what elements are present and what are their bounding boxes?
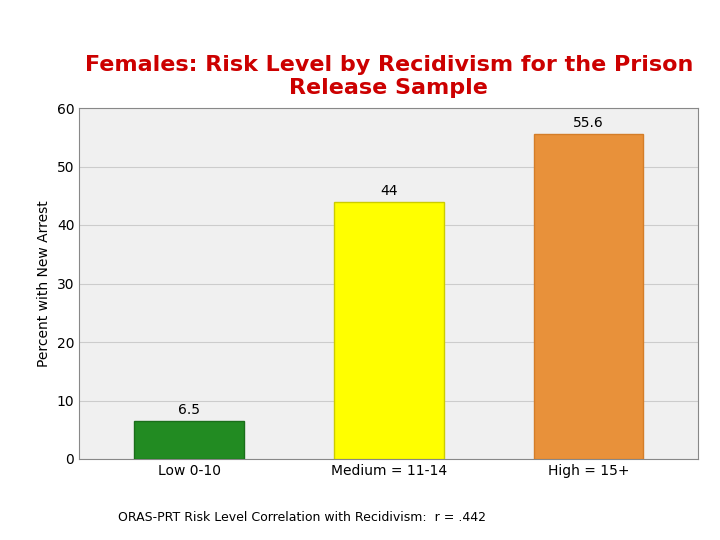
Text: 6.5: 6.5	[178, 403, 200, 417]
Bar	[134, 421, 244, 459]
Text: ORAS-PRT Risk Level Correlation with Recidivism:  r = .442: ORAS-PRT Risk Level Correlation with Rec…	[118, 511, 487, 524]
Text: 44: 44	[380, 184, 397, 198]
Bar	[334, 201, 444, 459]
Text: 55.6: 55.6	[573, 116, 604, 130]
Title: Females: Risk Level by Recidivism for the Prison
Release Sample: Females: Risk Level by Recidivism for th…	[85, 55, 693, 98]
Bar	[534, 134, 644, 459]
Y-axis label: Percent with New Arrest: Percent with New Arrest	[37, 200, 51, 367]
